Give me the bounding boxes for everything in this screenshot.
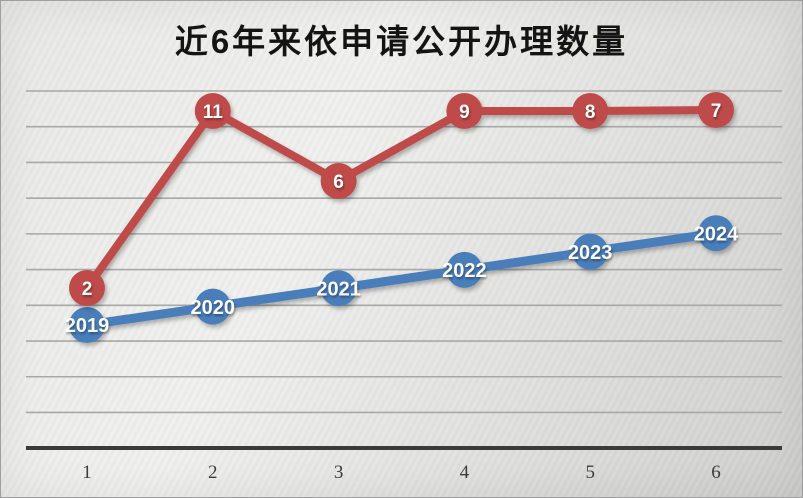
years-labels-group: 2019 2020 2021 2022 2023 2024	[65, 223, 739, 337]
x-tick-label: 5	[585, 462, 595, 483]
years-marker	[572, 233, 609, 270]
chart-title: 近6年来依申请公开办理数量	[174, 23, 629, 60]
x-axis-ticks-group: 1 2 3 4 5 6	[82, 462, 721, 483]
counts-point-label: 2	[82, 279, 93, 300]
counts-point-label: 11	[203, 102, 224, 123]
years-marker	[320, 270, 357, 307]
years-marker	[194, 288, 231, 325]
x-tick-label: 3	[334, 462, 344, 483]
counts-point-label: 8	[585, 102, 596, 123]
counts-point-label: 7	[711, 101, 722, 122]
x-tick-label: 4	[460, 462, 470, 483]
years-point-label: 2019	[65, 315, 110, 337]
x-tick-label: 1	[82, 462, 92, 483]
counts-marker	[446, 93, 483, 129]
counts-marker	[572, 93, 609, 129]
years-marker	[446, 251, 483, 288]
years-marker	[698, 215, 734, 252]
years-marker	[69, 307, 105, 343]
years-point-label: 2020	[191, 297, 236, 319]
counts-marker	[69, 270, 105, 306]
years-point-label: 2022	[442, 260, 487, 282]
years-point-label: 2024	[694, 223, 739, 245]
gridlines-group	[26, 90, 782, 414]
counts-marker	[194, 93, 231, 129]
years-line	[82, 228, 721, 330]
years-point-label: 2023	[568, 242, 613, 264]
x-tick-label: 6	[711, 462, 721, 483]
years-series-group	[69, 215, 734, 343]
years-point-label: 2021	[316, 279, 361, 301]
counts-marker	[698, 92, 734, 128]
counts-series-group	[69, 92, 734, 306]
counts-point-label: 9	[459, 102, 470, 123]
counts-marker	[320, 163, 357, 199]
x-tick-label: 2	[208, 462, 218, 483]
counts-labels-group: 2 11 6 9 8 7	[82, 101, 722, 300]
counts-point-label: 6	[333, 172, 344, 193]
counts-line	[83, 106, 720, 292]
